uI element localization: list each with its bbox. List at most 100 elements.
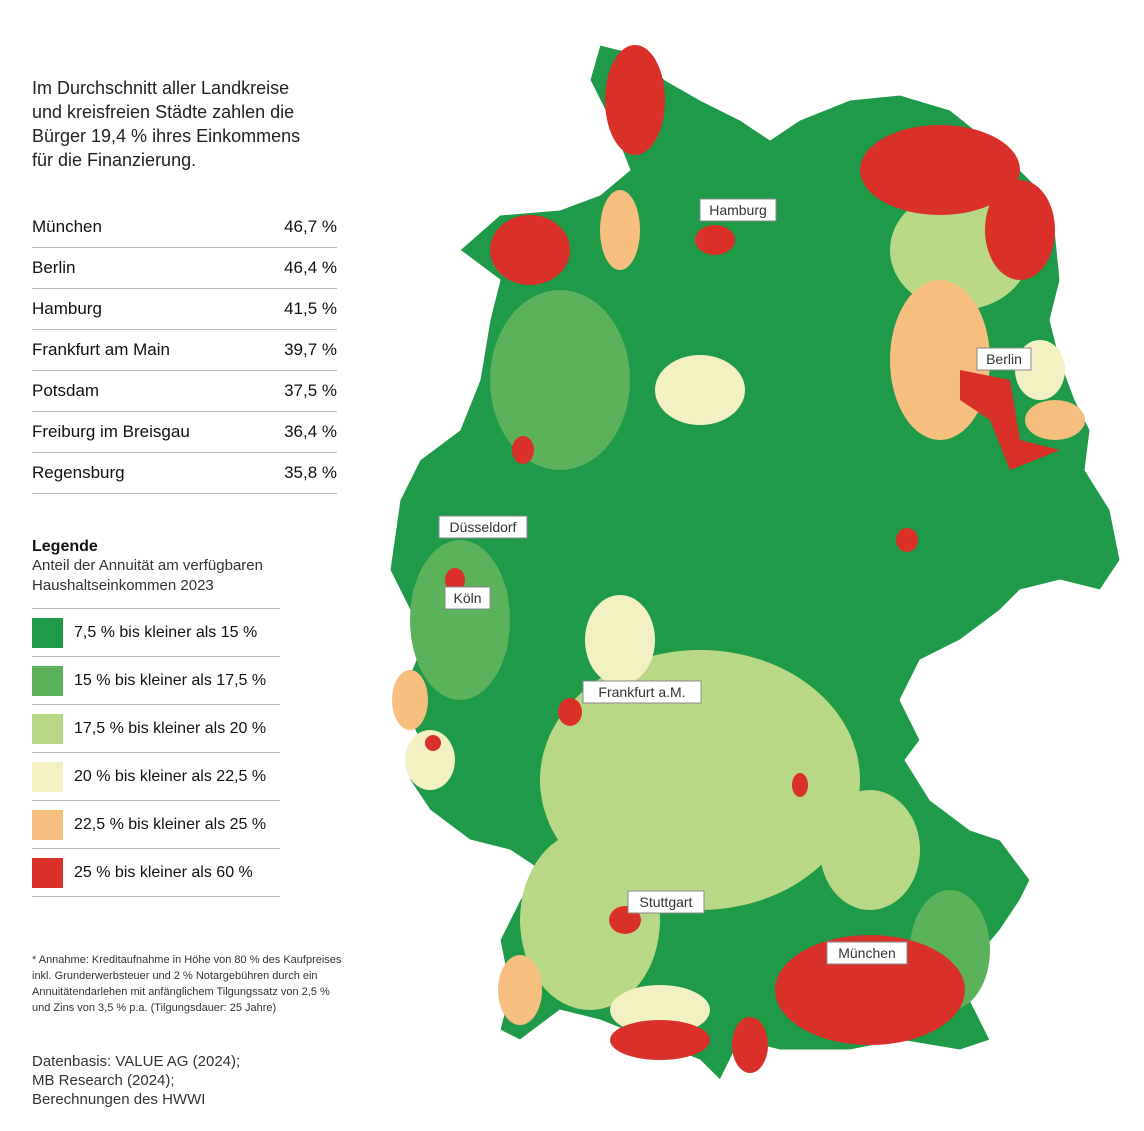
value-cell: 39,7 % [284,340,337,359]
footnote-line: * Annahme: Kreditaufnahme in Höhe von 80… [32,954,342,966]
legend-item: 17,5 % bis kleiner als 20 % [32,705,280,753]
legend: Legende Anteil der Annuität am verfügbar… [32,538,280,897]
footnote-line: und Zins von 3,5 % p.a. (Tilgungsdauer: … [32,1002,277,1014]
city-label: Hamburg [709,202,767,218]
region [775,935,965,1045]
region [425,735,441,751]
city-label-box [699,198,777,222]
table-row: Regensburg 35,8 % [32,453,337,494]
source-line: Berechnungen des HWWI [32,1091,206,1108]
legend-swatch [32,665,63,696]
region [600,190,640,270]
region [410,540,510,700]
table-row: München 46,7 % [32,207,337,248]
value-cell: 46,4 % [284,258,337,277]
legend-title: Legende [32,538,98,555]
region [890,280,990,440]
city-label: Stuttgart [640,894,693,910]
legend-label: 7,5 % bis kleiner als 15 % [74,623,258,641]
region [896,528,918,552]
footnote-line: inkl. Grunderwerbsteuer und 2 % Notargeb… [32,970,318,982]
value-cell: 46,7 % [284,217,337,236]
map-regions [392,45,1085,1073]
value-cell: 41,5 % [284,299,337,318]
name-cell: München [32,217,102,236]
table-row: Hamburg 41,5 % [32,289,337,330]
name-cell: Berlin [32,258,76,277]
intro-line: Im Durchschnitt aller Landkreise [32,78,290,98]
footnote: * Annahme: Kreditaufnahme in Höhe von 80… [32,952,341,1016]
region [792,773,808,797]
region [605,45,665,155]
city-label-box [976,347,1032,371]
legend-subtitle: Haushaltseinkommen 2023 [32,576,280,609]
region [520,830,660,1010]
value-cell: 36,4 % [284,422,337,441]
table-row: Berlin 46,4 % [32,248,337,289]
city-label-box [826,941,908,965]
region [512,436,534,464]
name-cell: Freiburg im Breisgau [32,422,190,441]
legend-label: 15 % bis kleiner als 17,5 % [74,671,267,689]
intro-line: Bürger 19,4 % ihres Einkommens [32,126,301,146]
city-labels: Hamburg Berlin Düsseldorf Köln Frankfurt a.M… [438,198,1032,965]
region [445,568,465,592]
region [490,215,570,285]
region [392,670,428,730]
source-line: Datenbasis: VALUE AG (2024); [32,1053,241,1070]
name-cell: Potsdam [32,381,100,400]
region [960,370,1060,470]
legend-swatch [32,713,63,744]
city-label: Berlin [986,351,1022,367]
region [655,355,745,425]
region [498,955,542,1025]
city-label-box [438,515,528,539]
legend-swatch [32,857,63,888]
table-row: Potsdam 37,5 % [32,371,337,412]
name-cell: Regensburg [32,463,125,482]
source: Datenbasis: VALUE AG (2024); MB Research … [32,1052,240,1109]
legend-item: 7,5 % bis kleiner als 15 % [32,609,280,657]
legend-item: 20 % bis kleiner als 22,5 % [32,753,280,801]
city-label: München [838,945,896,961]
source-line: MB Research (2024); [32,1072,175,1089]
intro-line: und kreisfreien Städte zahlen die [32,102,295,122]
footnote-line: Annuitätendarlehen mit anfänglichem Tilg… [32,986,330,998]
name-cell: Hamburg [32,299,102,318]
region [860,125,1020,215]
city-label: Düsseldorf [450,519,517,535]
legend-label: 22,5 % bis kleiner als 25 % [74,815,267,833]
legend-swatch [32,809,63,840]
intro-line: für die Finanzierung. [32,150,197,170]
region [985,180,1055,280]
region [405,730,455,790]
region [695,225,735,255]
value-cell: 37,5 % [284,381,337,400]
name-cell: Frankfurt am Main [32,340,170,359]
region [610,985,710,1035]
legend-subtitle: Anteil der Annuität am verfügbaren [32,557,263,574]
legend-label: 25 % bis kleiner als 60 % [74,863,253,881]
legend-item: 22,5 % bis kleiner als 25 % [32,801,280,849]
legend-item: 15 % bis kleiner als 17,5 % [32,657,280,705]
region [732,1017,768,1073]
region [558,698,582,726]
legend-item: 25 % bis kleiner als 60 % [32,849,280,897]
region [490,290,630,470]
table-row: Freiburg im Breisgau 36,4 % [32,412,337,453]
city-label-box [627,890,705,914]
legend-swatch [32,617,63,648]
legend-label: 20 % bis kleiner als 22,5 % [74,767,267,785]
ranking-table: München 46,7 % Berlin 46,4 % Hamburg 41,5 % Fr… [32,207,337,494]
legend-swatch [32,761,63,792]
city-label-box [444,586,491,610]
city-label-box [582,680,702,704]
intro-text: Im Durchschnitt aller Landkreise und krei… [32,76,300,172]
table-row: Frankfurt am Main 39,7 % [32,330,337,371]
legend-label: 17,5 % bis kleiner als 20 % [74,719,267,737]
region [820,790,920,910]
city-label: Köln [453,590,481,606]
region [585,595,655,685]
